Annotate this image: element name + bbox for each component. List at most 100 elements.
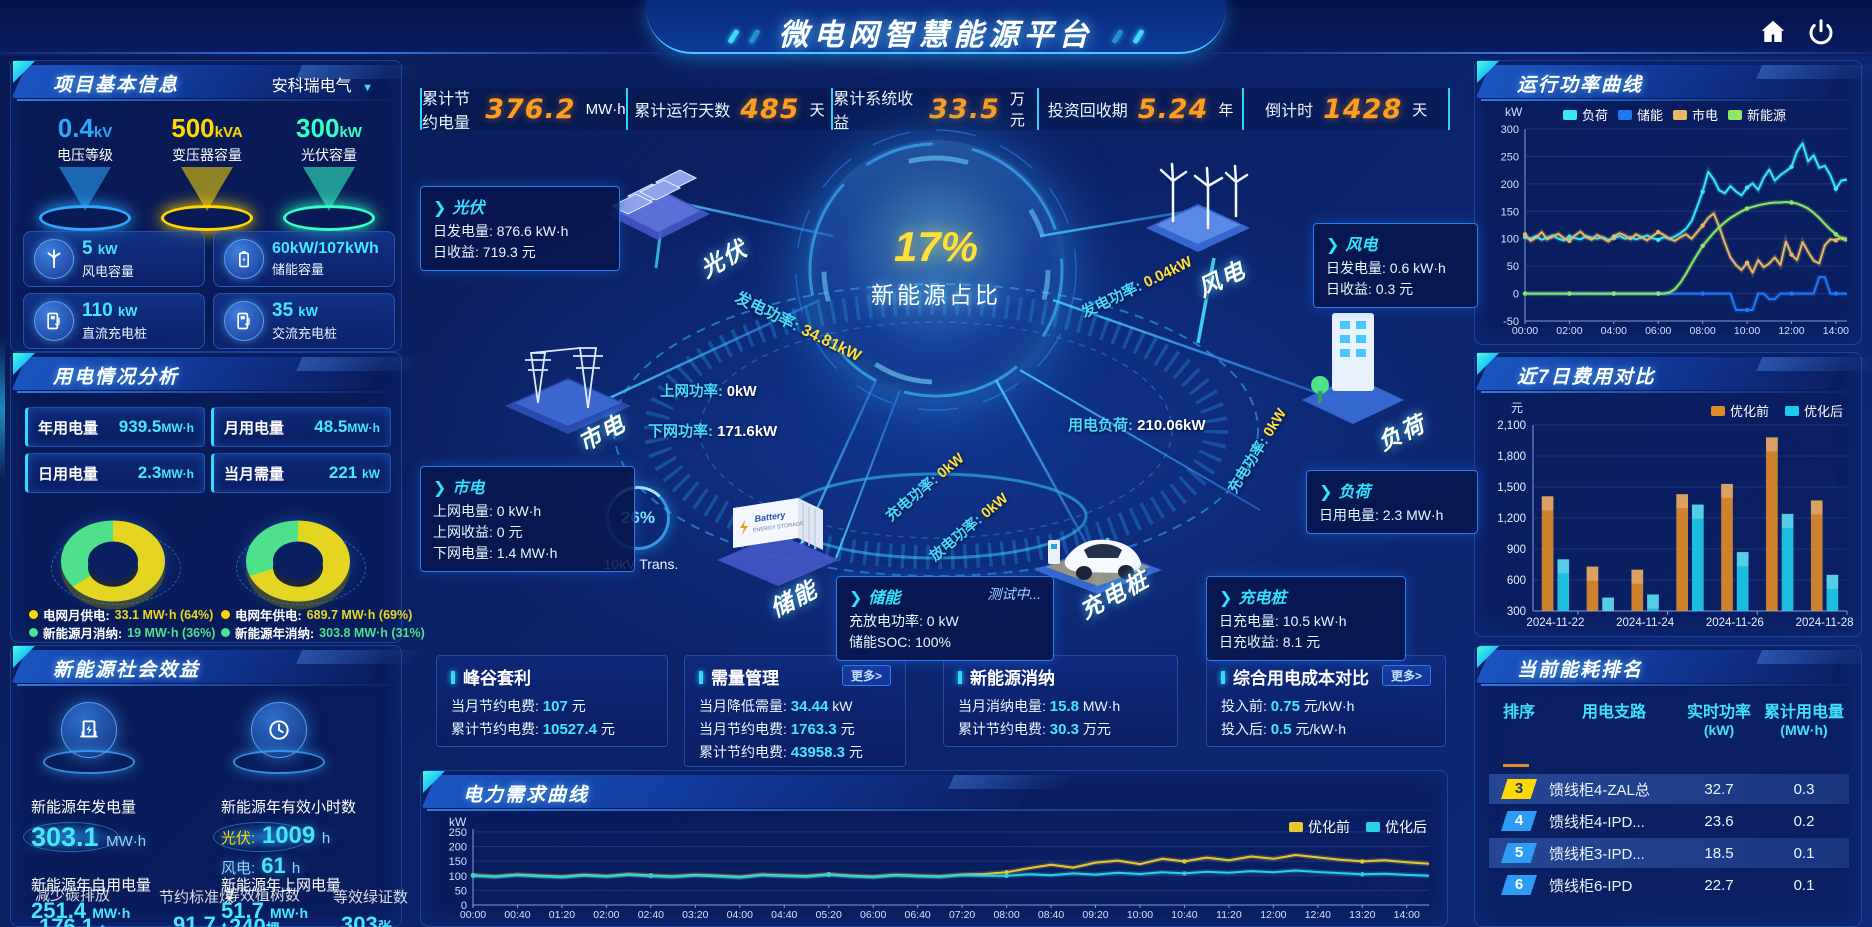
chevron-down-icon[interactable]: ▼ [362, 82, 373, 94]
svg-text:12:00: 12:00 [1260, 909, 1286, 921]
legend-item-load[interactable]: 负荷 [1563, 105, 1608, 124]
legend-grid-month: 电网月供电: 33.1 MW·h (64%) [29, 605, 213, 624]
svg-text:2024-11-22: 2024-11-22 [1526, 617, 1584, 629]
kpi-unit: 天 [809, 101, 825, 119]
power-line-chart: -50 0 50 100 150 200 250 300 00:00 02:00 04:00 06:0… [1481, 123, 1857, 339]
legend-item-storage[interactable]: 储能 [1618, 105, 1663, 124]
card-ac-charger: 35 kW 交流充电桩 [213, 293, 395, 349]
panel-renewable-benefit: 新能源社会效益 新能源年发电量 303.1 MW·h 新能源年有效小时数 光伏:… [10, 645, 408, 927]
more-button[interactable]: 更多> [841, 665, 891, 686]
card-label: 风电容量 [82, 264, 135, 279]
rank-badge: 6 [1501, 875, 1537, 895]
kpi-value: 33.5 [929, 93, 1000, 125]
deco-slash-icon [748, 28, 761, 45]
svg-text:08:00: 08:00 [993, 909, 1019, 921]
svg-text:02:00: 02:00 [593, 909, 619, 921]
infobox-wind: ❯ 风电 日发电量: 0.6 kW·h 日收益: 0.3 元 [1313, 223, 1478, 308]
kpi-unit: 万元 [1009, 91, 1025, 129]
panel-title: 运行功率曲线 [1517, 75, 1644, 96]
edge-glow [0, 340, 5, 480]
panel-cost-compare: 近7日费用对比 元 优化前 优化后 300 600 900 1,200 1,500 1,8… [1474, 352, 1862, 637]
card-label: 交流充电桩 [272, 326, 338, 341]
spotlight-label: 电压等级 [57, 147, 113, 163]
box-peak-valley-arbitrage: 峰谷套利 当月节约电费: 107 元 累计节约电费: 10527.4 元 [436, 655, 668, 747]
svg-text:10:00: 10:00 [1127, 909, 1153, 921]
svg-text:250: 250 [449, 827, 467, 839]
spotlight-cone [303, 167, 355, 211]
company-dropdown-value[interactable]: 安科瑞电气 [271, 78, 352, 95]
svg-text:08:40: 08:40 [1038, 909, 1064, 921]
legend-item-after[interactable]: 优化后 [1366, 817, 1427, 837]
company-dropdown[interactable]: 安科瑞电气 ▼ [272, 72, 373, 96]
svg-text:07:20: 07:20 [949, 909, 975, 921]
kpi-unit: MW·h [585, 100, 626, 118]
svg-text:600: 600 [1507, 575, 1526, 587]
svg-text:02:00: 02:00 [1556, 325, 1582, 337]
trees-label: 等效植树数 [225, 887, 301, 904]
svg-text:03:20: 03:20 [682, 909, 708, 921]
panel-header-underline [17, 391, 391, 393]
donut-chart-month [61, 520, 165, 602]
table-row[interactable]: 6 馈线柜6-IPD 22.7 0.1 [1489, 870, 1849, 900]
legend-item-grid[interactable]: 市电 [1673, 105, 1718, 124]
coal-value: 91.7 t [173, 912, 227, 927]
legend-item-before[interactable]: 优化前 [1710, 401, 1769, 420]
svg-text:08:00: 08:00 [1690, 325, 1716, 337]
kpi-run-days: 累计运行天数 485 天 [625, 88, 832, 130]
panel-usage-analysis: 用电情况分析 年用电量 939.5MW·h 月用电量 48.5MW·h 日用电量… [10, 352, 425, 643]
svg-text:300: 300 [1507, 606, 1526, 618]
flow-feed-in: 上网功率: 0kW [660, 384, 757, 400]
kpi-unit: 天 [1412, 101, 1428, 119]
svg-text:00:00: 00:00 [460, 909, 486, 921]
header-line-right [1212, 52, 1872, 54]
svg-text:00:40: 00:40 [504, 909, 530, 921]
legend-item-before[interactable]: 优化前 [1289, 817, 1350, 837]
spotlight-value: 0.4kV [57, 113, 113, 143]
spotlight-label: 变压器容量 [172, 147, 242, 163]
legend-item-after[interactable]: 优化后 [1784, 401, 1843, 420]
storage-status: 测试中... [987, 586, 1041, 602]
table-row[interactable]: 5 馈线柜3-IPD... 18.5 0.1 [1489, 838, 1849, 868]
home-icon[interactable] [1758, 17, 1788, 47]
spotlight-transformer: 500kVA 变压器容量 [147, 113, 267, 231]
pedestal-base [233, 750, 325, 774]
load-building-graphic [1288, 293, 1418, 433]
legend-item-renewable[interactable]: 新能源 [1728, 105, 1786, 124]
pv-array-graphic [598, 148, 718, 248]
table-row[interactable]: 3 馈线柜4-ZAL总 32.7 0.3 [1489, 774, 1849, 804]
metric-month-usage: 月用电量 48.5MW·h [211, 407, 391, 447]
kpi-value: 5.24 [1137, 93, 1209, 125]
solar-battery-icon [61, 702, 117, 758]
kpi-label: 倒计时 [1265, 103, 1314, 120]
panel-project-info: 项目基本信息 安科瑞电气 ▼ 0.4kV 电压等级 500kVA 变压器容量 3… [10, 60, 402, 352]
panel-header-underline [1481, 391, 1851, 393]
box-title: 新能源消纳 [958, 664, 1163, 689]
deco-slash-icon [727, 28, 740, 45]
spotlight-cone [59, 167, 111, 211]
coal-label: 节约标准煤 [159, 889, 235, 906]
svg-text:2,100: 2,100 [1497, 420, 1526, 432]
chevron-right-icon: ❯ [433, 480, 447, 497]
co2-value: 176.1 t [39, 914, 105, 927]
spotlight-cone [181, 167, 233, 211]
col-header-rank: 排序 [1502, 704, 1535, 721]
kpi-revenue: 累计系统收益 33.5 万元 [831, 88, 1037, 132]
more-button[interactable]: 更多> [1381, 665, 1431, 686]
certs-label: 等效绿证数 [333, 889, 409, 906]
rank-badge: 5 [1501, 843, 1537, 863]
svg-text:0: 0 [461, 900, 467, 912]
infobox-load: ❯ 负荷 日用电量: 2.3 MW·h [1306, 470, 1478, 534]
self-use-value: 251.4 MW·h [31, 898, 131, 923]
svg-text:12:40: 12:40 [1305, 909, 1331, 921]
kpi-unit: 年 [1218, 101, 1234, 119]
box-demand-management: 需量管理 更多> 当月降低需量: 34.44 kW 当月节约电费: 1763.3… [684, 655, 906, 767]
svg-text:12:00: 12:00 [1778, 325, 1804, 337]
box-title: 峰谷套利 [451, 664, 653, 689]
panel-header-underline [17, 99, 391, 101]
power-icon[interactable] [1806, 17, 1836, 47]
grid-pylons-graphic [493, 308, 643, 443]
table-row[interactable]: 4 馈线柜4-IPD... 23.6 0.2 [1489, 806, 1849, 836]
svg-text:100: 100 [449, 871, 467, 883]
feed-in-label: 新能源年上网电量 [221, 877, 342, 894]
